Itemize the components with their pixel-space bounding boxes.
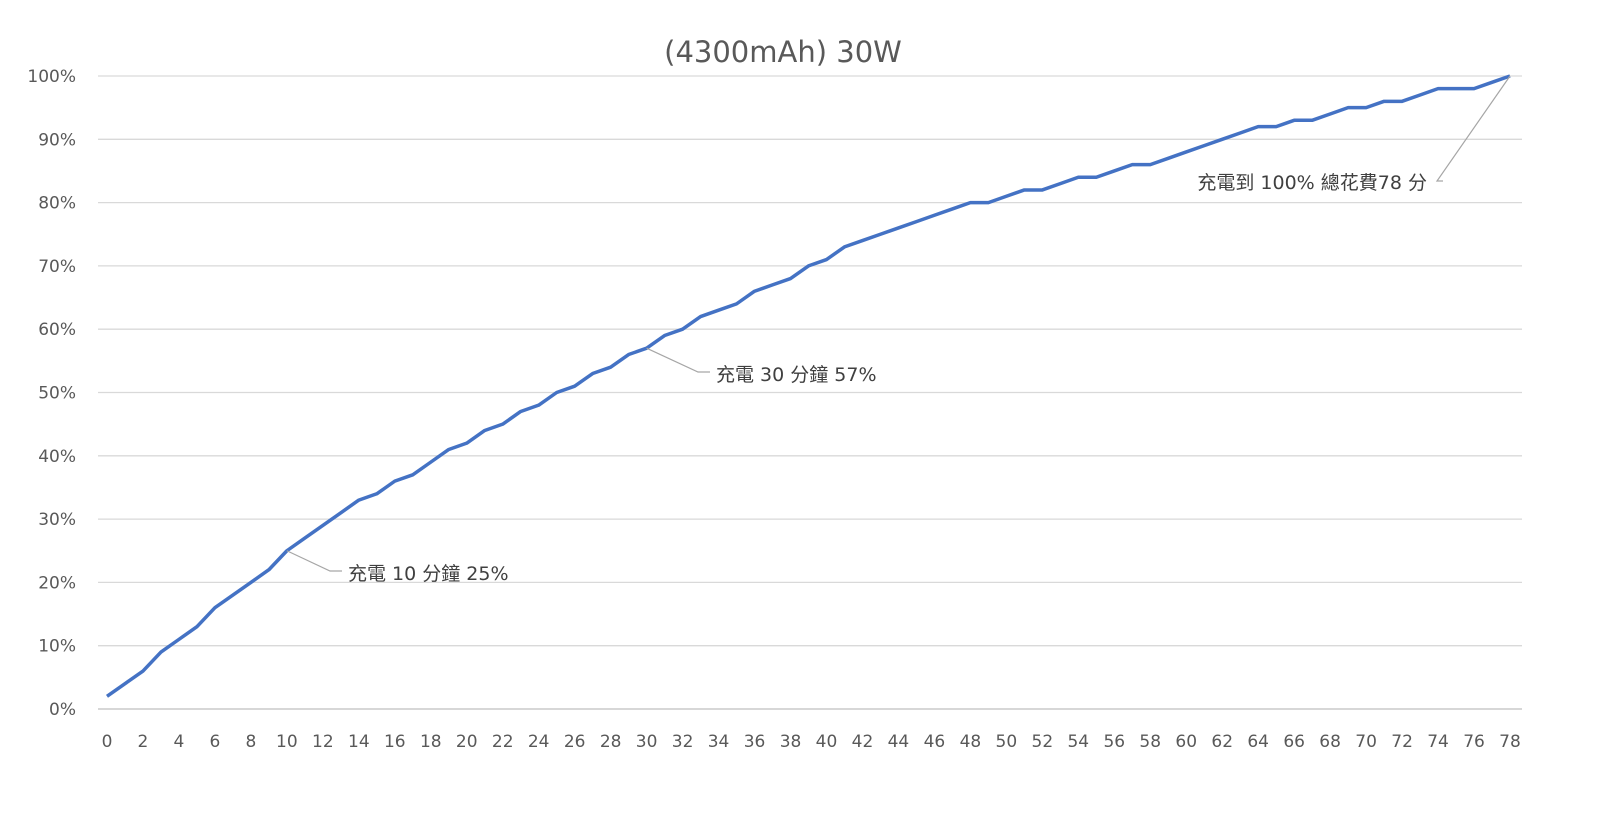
y-tick-label: 0%: [49, 700, 76, 720]
x-tick-label: 40: [816, 732, 838, 752]
x-tick-label: 38: [780, 732, 802, 752]
x-tick-label: 60: [1175, 732, 1197, 752]
x-tick-label: 26: [564, 732, 586, 752]
x-tick-label: 2: [138, 732, 149, 752]
x-tick-label: 46: [924, 732, 946, 752]
x-tick-label: 10: [276, 732, 298, 752]
x-tick-label: 52: [1032, 732, 1054, 752]
x-tick-label: 66: [1283, 732, 1305, 752]
annotation-label: 充電 30 分鐘 57%: [716, 364, 877, 386]
gridlines: [98, 75, 1522, 710]
x-tick-label: 54: [1067, 732, 1089, 752]
x-tick-label: 6: [210, 732, 221, 752]
x-axis: 0 2 4 6 8 10 12 14 16 18 20 22 24 26 28 30 32 34 36 38 40 42 4…: [102, 732, 1521, 752]
series: [105, 74, 1511, 698]
x-tick-label: 44: [888, 732, 910, 752]
x-tick-label: 64: [1247, 732, 1269, 752]
x-tick-label: 42: [852, 732, 874, 752]
series-line: [105, 74, 1511, 698]
x-tick-label: 8: [245, 732, 256, 752]
y-tick-label: 50%: [38, 384, 76, 404]
x-tick-label: 62: [1211, 732, 1233, 752]
x-tick-label: 50: [996, 732, 1018, 752]
x-tick-label: 28: [600, 732, 622, 752]
x-tick-label: 56: [1103, 732, 1125, 752]
y-axis: 0% 10% 20% 30% 40% 50% 60% 70% 80% 90% 100%: [27, 67, 76, 720]
x-tick-label: 58: [1139, 732, 1161, 752]
x-tick-label: 34: [708, 732, 730, 752]
y-tick-label: 10%: [38, 637, 76, 657]
annotation-label: 充電到 100% 總花費78 分: [1197, 172, 1427, 194]
y-tick-label: 80%: [38, 194, 76, 214]
annotation-leader-line: [286, 550, 342, 572]
x-tick-label: 14: [348, 732, 370, 752]
x-tick-label: 70: [1355, 732, 1377, 752]
chart-title: (4300mAh) 30W: [664, 35, 902, 69]
x-tick-label: 12: [312, 732, 334, 752]
x-tick-label: 16: [384, 732, 406, 752]
x-tick-label: 48: [960, 732, 982, 752]
x-tick-label: 68: [1319, 732, 1341, 752]
x-tick-label: 76: [1463, 732, 1485, 752]
annotations: 充電 10 分鐘 25% 充電 30 分鐘 57% 充電到 100% 總花費78 分: [286, 75, 1511, 585]
annotation-label: 充電 10 分鐘 25%: [348, 563, 509, 585]
x-tick-label: 30: [636, 732, 658, 752]
x-tick-label: 0: [102, 732, 113, 752]
x-tick-label: 74: [1427, 732, 1449, 752]
x-tick-label: 72: [1391, 732, 1413, 752]
x-tick-label: 78: [1499, 732, 1521, 752]
y-tick-label: 90%: [38, 130, 76, 150]
annotation-leader-line: [646, 347, 710, 373]
x-tick-label: 18: [420, 732, 442, 752]
y-tick-label: 60%: [38, 320, 76, 340]
x-tick-label: 32: [672, 732, 694, 752]
x-tick-label: 22: [492, 732, 514, 752]
y-tick-label: 100%: [27, 67, 76, 87]
annotation-leader-line: [1435, 75, 1511, 182]
x-tick-label: 4: [174, 732, 185, 752]
y-tick-label: 20%: [38, 573, 76, 593]
y-tick-label: 40%: [38, 447, 76, 467]
y-tick-label: 30%: [38, 510, 76, 530]
x-tick-label: 20: [456, 732, 478, 752]
x-tick-label: 36: [744, 732, 766, 752]
x-tick-label: 24: [528, 732, 550, 752]
y-tick-label: 70%: [38, 257, 76, 277]
